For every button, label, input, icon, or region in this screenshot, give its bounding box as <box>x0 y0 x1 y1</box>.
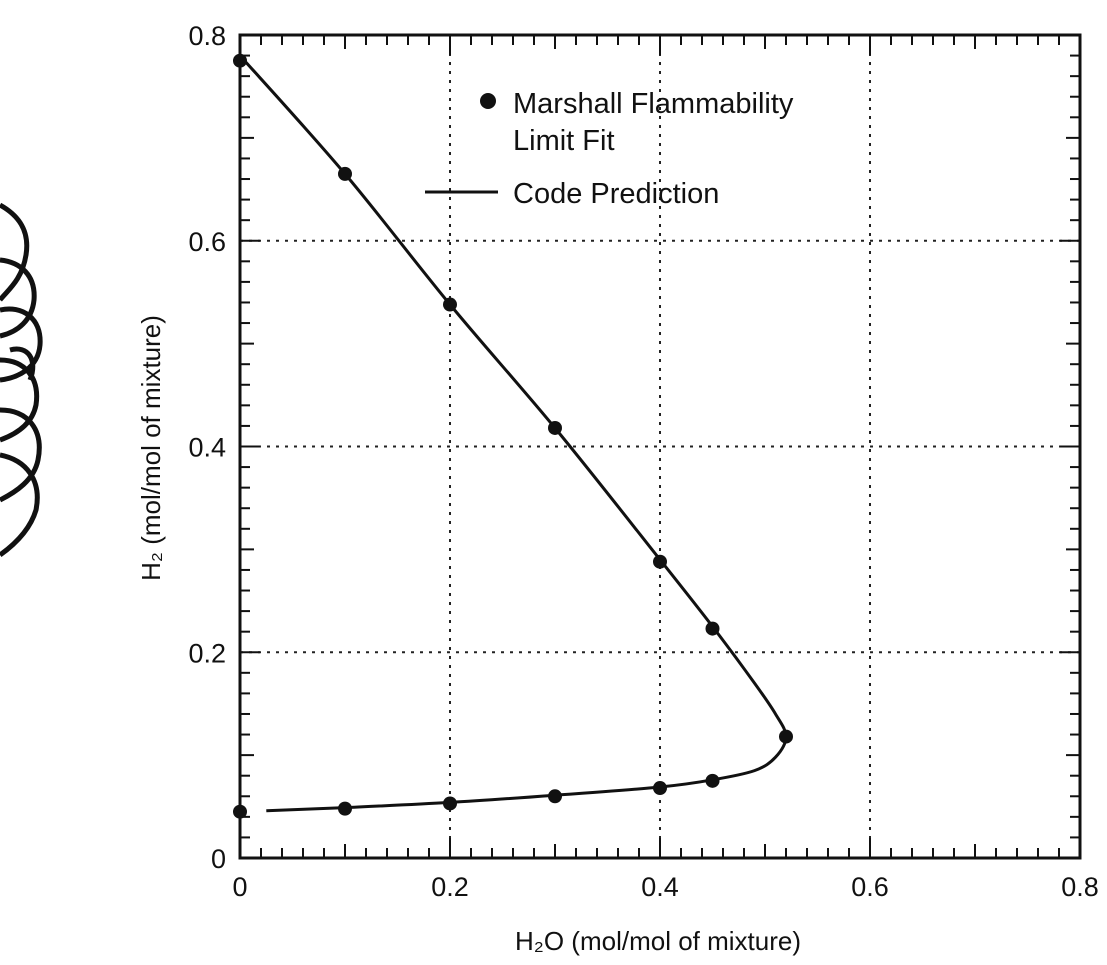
marshall-fit-point <box>233 53 247 68</box>
y-tick-label: 0 <box>211 844 226 874</box>
x-tick-label: 0.4 <box>641 872 679 902</box>
marshall-fit-point <box>443 796 457 811</box>
x-axis-label: H₂O (mol/mol of mixture) <box>515 926 801 956</box>
legend-points-label-line1: Marshall Flammability <box>513 88 794 120</box>
marshall-fit-point <box>443 297 457 312</box>
legend-points-label-line2: Limit Fit <box>513 125 615 157</box>
x-tick-label: 0.2 <box>431 872 469 902</box>
legend: Marshall Flammability Limit Fit Code Pre… <box>425 88 794 210</box>
plot-frame <box>238 33 1082 860</box>
y-tick-labels: 0 0.2 0.4 0.6 0.8 <box>188 21 226 874</box>
marshall-fit-point <box>338 166 352 181</box>
x-tick-label: 0.6 <box>851 872 889 902</box>
y-tick-label: 0.8 <box>188 21 226 51</box>
x-tick-labels: 0 0.2 0.4 0.6 0.8 <box>232 872 1098 902</box>
x-tick-label: 0.8 <box>1061 872 1099 902</box>
marshall-fit-point <box>705 621 720 636</box>
marshall-fit-points <box>233 53 793 819</box>
marshall-fit-point <box>338 801 352 816</box>
marshall-fit-point <box>653 554 667 569</box>
legend-point-marker <box>480 93 496 109</box>
axis-ticks <box>239 34 1081 859</box>
marshall-fit-point <box>233 804 247 819</box>
grid-lines <box>240 35 1080 858</box>
marshall-fit-point <box>779 729 793 744</box>
y-tick-label: 0.2 <box>188 638 226 668</box>
y-axis-label: H₂ (mol/mol of mixture) <box>136 315 166 581</box>
marshall-fit-point <box>653 781 667 796</box>
x-tick-label: 0 <box>232 872 247 902</box>
y-tick-label: 0.6 <box>188 227 226 257</box>
code-prediction-line <box>238 54 788 813</box>
legend-line-label: Code Prediction <box>513 178 719 210</box>
marshall-fit-point <box>548 420 562 435</box>
y-tick-label: 0.4 <box>188 433 226 463</box>
marshall-fit-point <box>705 773 720 788</box>
marshall-fit-point <box>548 789 562 804</box>
left-edge-figure-fragment <box>0 202 43 558</box>
